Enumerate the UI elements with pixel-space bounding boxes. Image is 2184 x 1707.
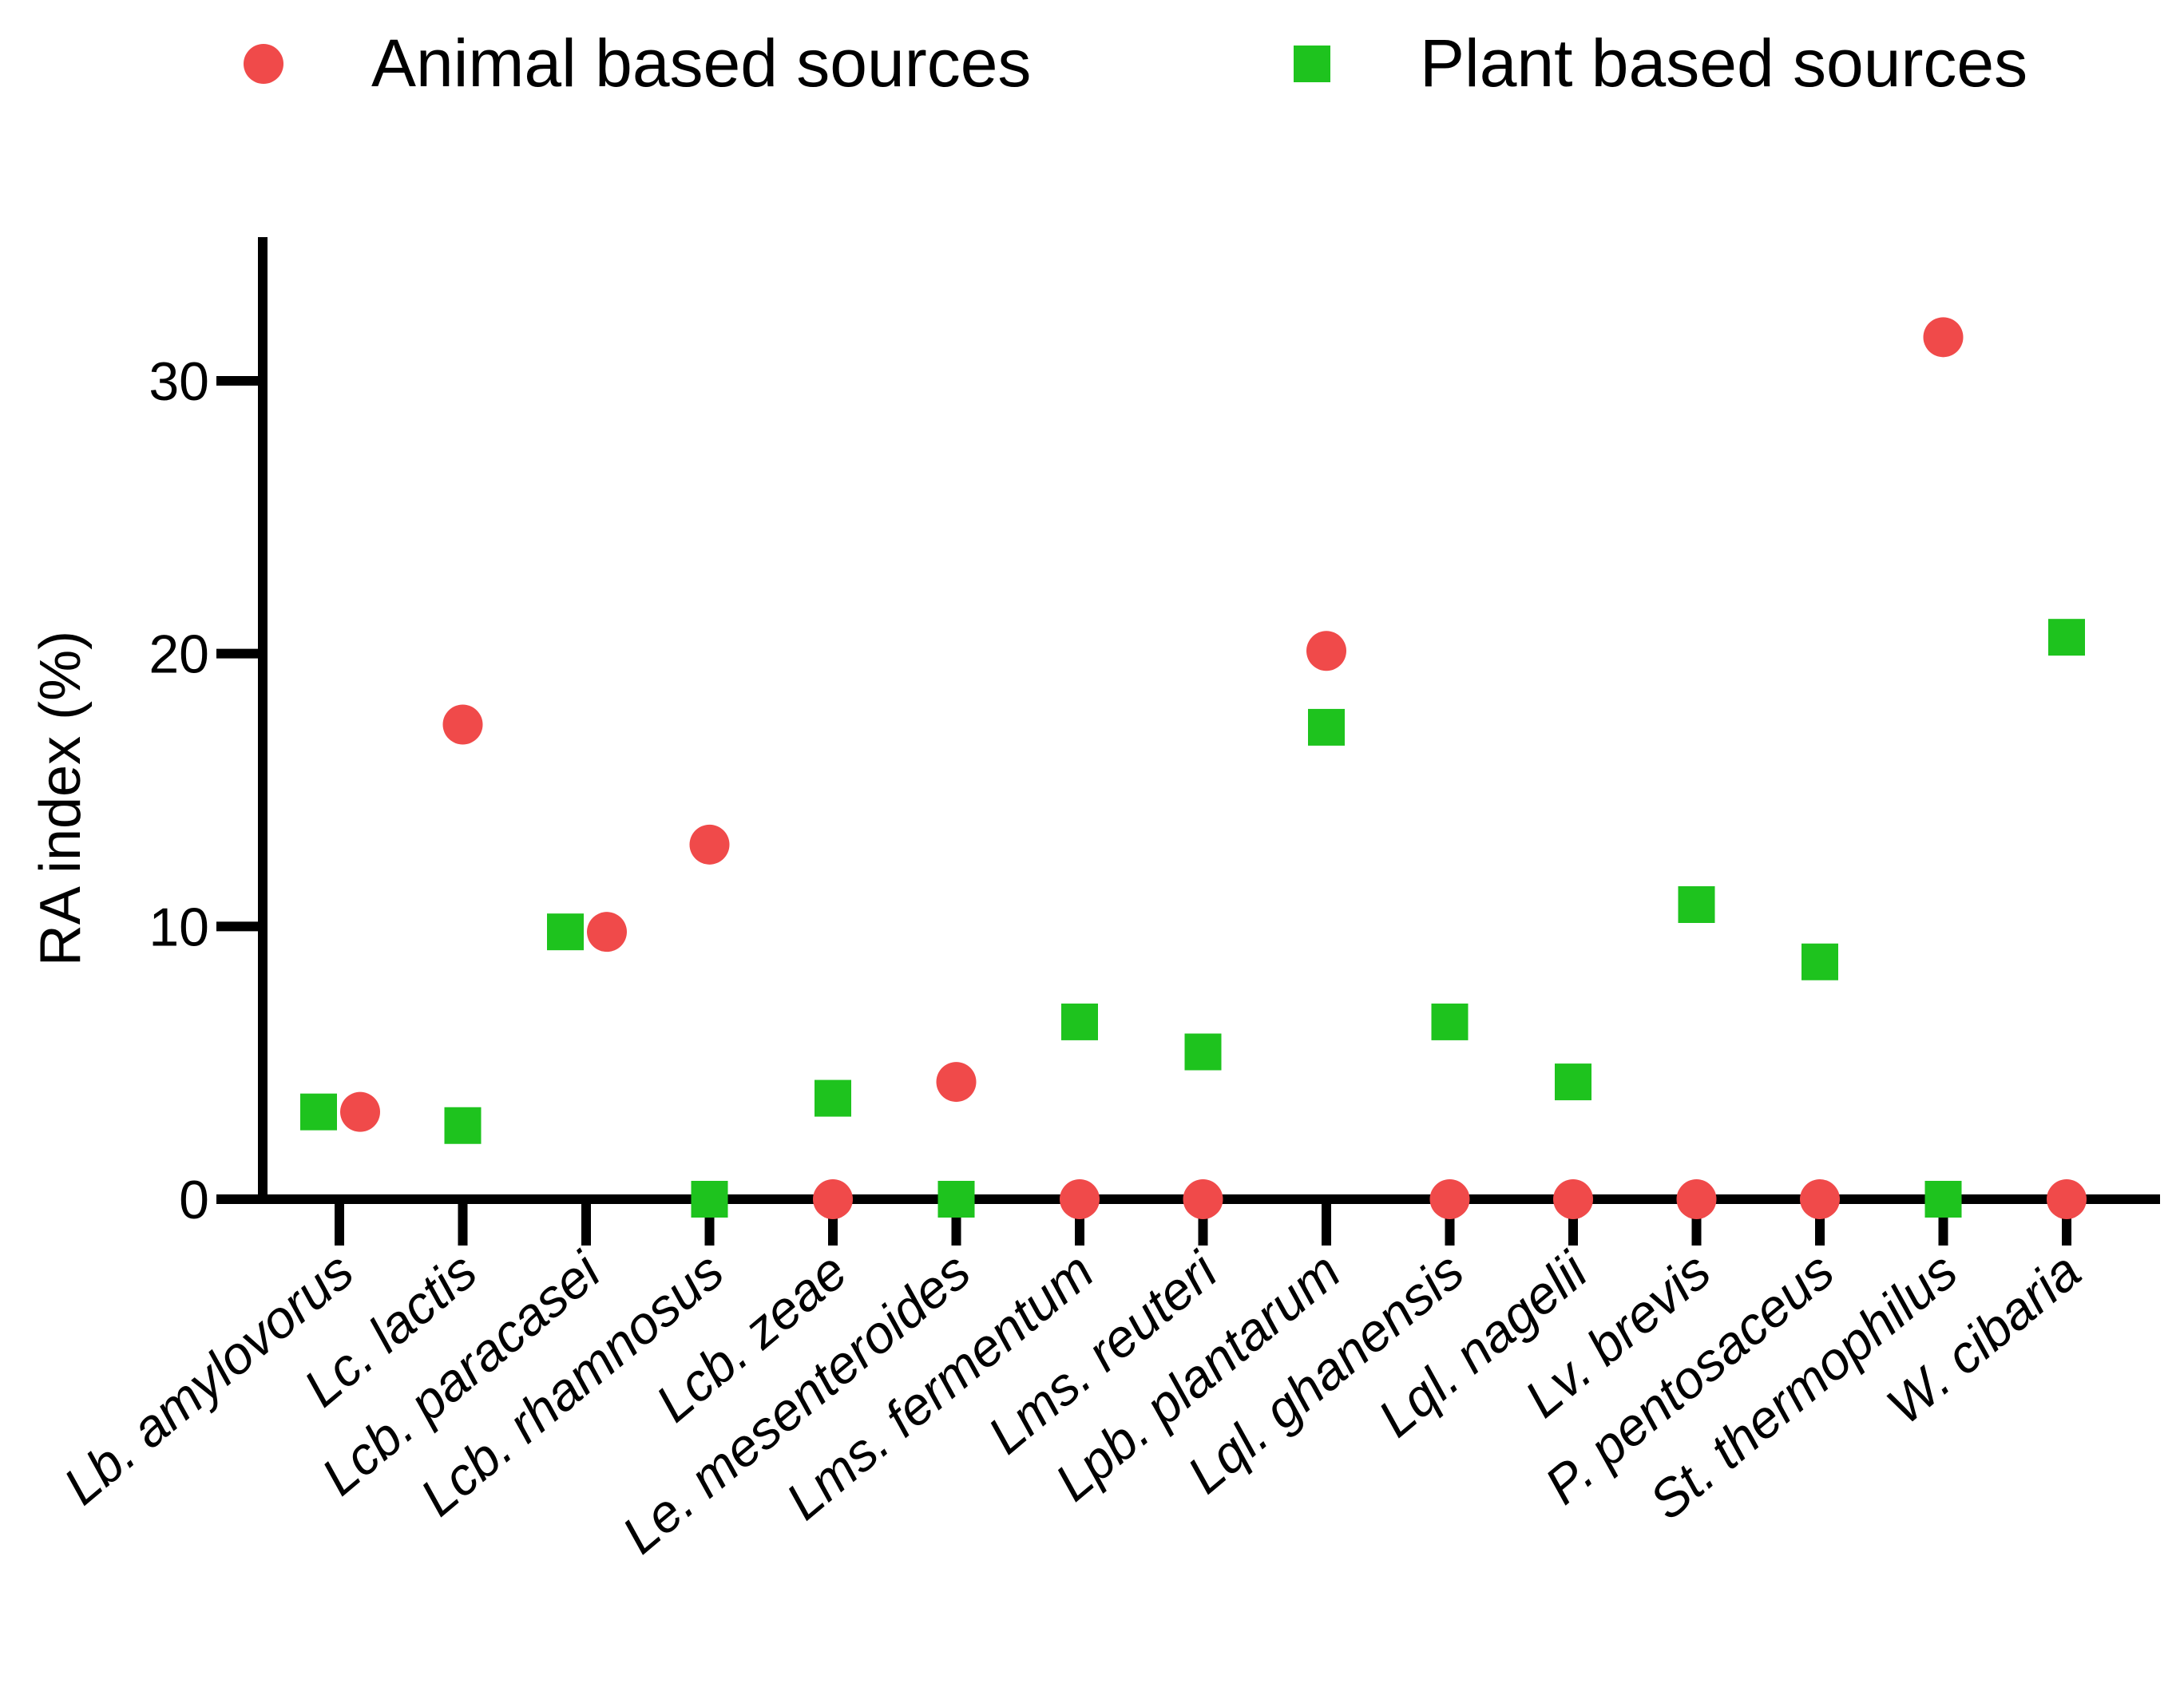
point-plant-lcb-paracasei [547,913,584,951]
point-plant-lpb-plantarum [1308,708,1345,746]
point-plant-le-mesenteroides [937,1181,975,1218]
legend-label-animal: Animal based sources [371,26,1031,101]
legend-marker-animal [244,44,283,84]
point-plant-lb-amylovorus [300,1093,337,1131]
point-animal-w-cibaria [2047,1179,2087,1219]
point-animal-lcb-rhamnosus [689,824,730,865]
y-axis-label: RA index (%) [29,631,93,966]
point-animal-lb-amylovorus [340,1091,380,1132]
point-animal-le-mesenteroides [936,1062,977,1103]
point-plant-lcb-zeae [815,1079,851,1117]
point-plant-lv-brevis [1678,886,1715,923]
legend: Animal based sources Plant based sources [244,26,2027,101]
point-animal-p-pentosaceus [1800,1179,1840,1219]
point-animal-lql-nagelii [1553,1179,1593,1219]
series-animal-points [340,317,2087,1219]
point-plant-st-thermophilus [1924,1181,1962,1218]
point-animal-lms-reuteri [1183,1179,1223,1219]
point-animal-lv-brevis [1676,1179,1717,1219]
point-animal-st-thermophilus [1923,317,1964,358]
point-plant-w-cibaria [2048,619,2085,656]
y-tick-label: 0 [179,1170,209,1230]
y-tick-label: 30 [149,351,209,412]
y-axis-ticks: 0 10 20 30 [149,351,263,1230]
point-plant-lcb-rhamnosus [691,1181,728,1218]
point-plant-lql-ghanensis [1431,1003,1469,1040]
y-tick-label: 10 [149,897,209,957]
point-plant-lql-nagelii [1555,1063,1591,1101]
y-tick-label: 20 [149,624,209,685]
point-animal-lpb-plantarum [1306,631,1346,671]
point-animal-lql-ghanensis [1429,1179,1470,1219]
point-plant-lc-lactis [444,1107,482,1144]
legend-marker-plant [1294,46,1330,82]
point-animal-lcb-paracasei [587,912,627,953]
point-animal-lcb-zeae [813,1179,853,1219]
point-animal-lms-fermentum [1060,1179,1100,1219]
point-plant-p-pentosaceus [1802,943,1838,980]
series-plant-points [300,619,2085,1218]
legend-label-plant: Plant based sources [1420,26,2027,101]
point-plant-lms-fermentum [1061,1003,1098,1040]
point-plant-lms-reuteri [1184,1033,1222,1071]
point-animal-lc-lactis [442,704,483,745]
